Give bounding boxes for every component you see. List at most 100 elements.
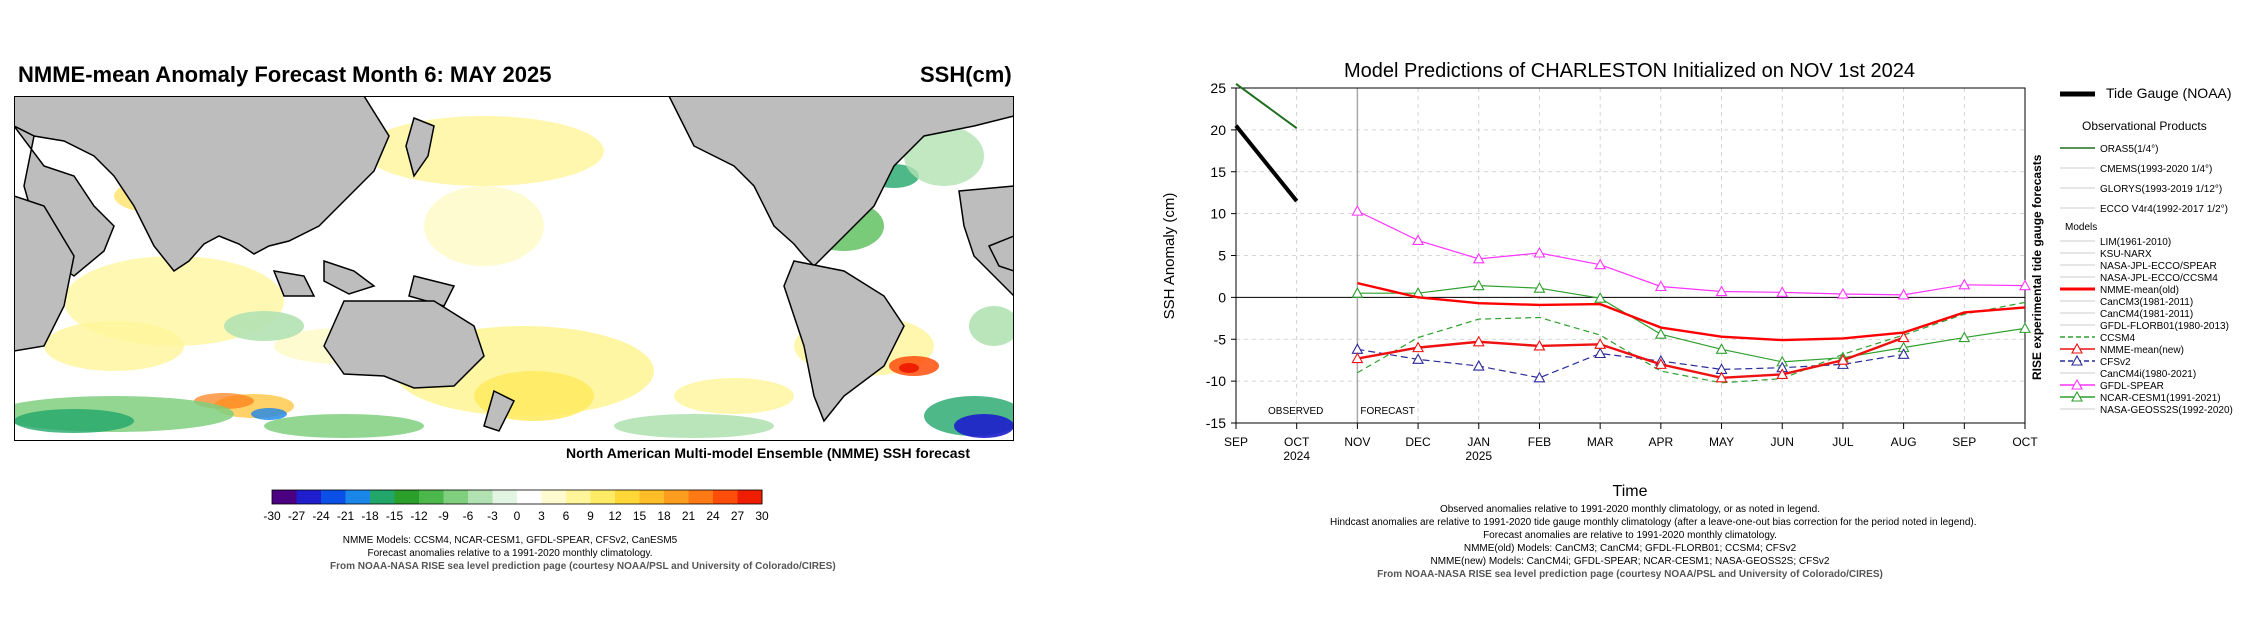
- colorbar-swatch: [296, 490, 322, 504]
- x-year-label: 2025: [1465, 449, 1492, 463]
- colorbar-tick-label: -27: [288, 509, 306, 523]
- series-line: [1357, 210, 2026, 296]
- series-cfsv2: [1351, 343, 1910, 383]
- legend-item: KSU-NARX: [2060, 249, 2152, 260]
- data-point: [1472, 252, 1485, 264]
- x-tick-label: JAN: [1467, 435, 1490, 449]
- data-point: [1594, 292, 1607, 303]
- series-line: [1234, 124, 1299, 203]
- data-point: [1412, 353, 1425, 364]
- chart-footer-line: Observed anomalies relative to 1991-2020…: [1439, 504, 1821, 515]
- colorbar-tick-label: 12: [608, 509, 622, 523]
- legend-label: GFDL-SPEAR: [2100, 381, 2164, 392]
- data-point: [1836, 354, 1849, 365]
- y-tick-label: 5: [1218, 248, 1226, 264]
- data-point: [1472, 279, 1485, 291]
- colorbar-tick-label: 18: [657, 509, 671, 523]
- colorbar-tick-label: 6: [563, 509, 570, 523]
- colorbar-tick-label: 21: [682, 509, 696, 523]
- legend-label: GLORYS(1993-2019 1/12°): [2100, 184, 2222, 195]
- data-point: [1776, 286, 1789, 297]
- map-title: NMME-mean Anomaly Forecast Month 6: MAY …: [18, 62, 552, 87]
- data-point: [1715, 285, 1728, 297]
- legend-marker: [2071, 354, 2083, 366]
- colorbar-tick-label: -6: [463, 509, 474, 523]
- colorbar-tick-label: -21: [337, 509, 355, 523]
- data-point: [1533, 282, 1546, 293]
- legend-item: NCAR-CESM1(1991-2021): [2060, 390, 2221, 404]
- legend-marker: [2071, 378, 2083, 390]
- legend-label: CanCM4i(1980-2021): [2100, 369, 2196, 380]
- colorbar-tick-label: 9: [587, 509, 594, 523]
- data-point: [1533, 339, 1546, 351]
- colorbar-swatch: [345, 490, 371, 504]
- colorbar-tick-label: -30: [263, 509, 281, 523]
- data-point: [1594, 258, 1607, 270]
- x-tick-label: SEP: [1952, 435, 1976, 449]
- x-tick-label: JUL: [1832, 435, 1854, 449]
- x-tick-label: JUN: [1771, 435, 1794, 449]
- chart-title: Model Predictions of CHARLESTON Initiali…: [1344, 60, 1916, 82]
- chart-footer: Observed anomalies relative to 1991-2020…: [1330, 503, 1977, 581]
- chart-series: [1234, 83, 2031, 384]
- colorbar-tick-label: -18: [361, 509, 379, 523]
- ssh-anomaly-map: [14, 96, 1014, 441]
- x-tick-label: MAY: [1709, 435, 1734, 449]
- legend-item: GFDL-FLORB01(1980-2013): [2060, 321, 2229, 332]
- x-year-label: 2024: [1283, 449, 1310, 463]
- data-point: [1836, 287, 1849, 299]
- observed-annotation: OBSERVED: [1268, 406, 1323, 417]
- legend-item: GFDL-SPEAR: [2060, 378, 2164, 392]
- data-point: [1958, 331, 1971, 343]
- y-tick-label: 15: [1210, 164, 1226, 180]
- legend-label: Tide Gauge (NOAA): [2106, 85, 2232, 101]
- data-point: [1897, 331, 1910, 343]
- legend-item: Observational Products: [2082, 119, 2207, 133]
- x-tick-label: APR: [1649, 435, 1674, 449]
- colorbar-swatch: [321, 490, 346, 504]
- colorbar-tick-label: -15: [386, 509, 404, 523]
- colorbar-swatch: [394, 490, 420, 504]
- y-tick-label: -15: [1206, 415, 1226, 431]
- legend-item: CanCM4i(1980-2021): [2060, 369, 2196, 380]
- legend-marker: [2071, 342, 2083, 354]
- legend-label: CanCM3(1981-2011): [2100, 297, 2193, 308]
- y-tick-label: -10: [1206, 373, 1226, 389]
- legend-label: ECCO V4r4(1992-2017 1/2°): [2100, 204, 2228, 215]
- colorbar-tick-label: -24: [312, 509, 330, 523]
- colorbar-tick-label: 24: [706, 509, 720, 523]
- colorbar-tick-label: -12: [410, 509, 428, 523]
- colorbar-tick-label: -3: [487, 509, 498, 523]
- legend-item: CMEMS(1993-2020 1/4°): [2060, 164, 2212, 175]
- colorbar-swatch: [566, 490, 591, 504]
- colorbar-swatch: [419, 490, 444, 504]
- series-line: [1357, 301, 2026, 384]
- x-tick-label: DEC: [1405, 435, 1431, 449]
- colorbar-tick-label: -9: [438, 509, 449, 523]
- chart-footer-line: Forecast anomalies are relative to 1991-…: [1483, 530, 1777, 541]
- legend-label: CCSM4: [2100, 333, 2135, 344]
- x-axis-label: Time: [1613, 483, 1648, 500]
- legend-item: NASA-GEOSS2S(1992-2020): [2060, 405, 2233, 416]
- series-line: [1357, 336, 1905, 379]
- legend-item: CanCM4(1981-2011): [2060, 309, 2193, 320]
- series-nmme-mean-old-: [1357, 281, 2026, 342]
- x-tick-label: AUG: [1891, 435, 1917, 449]
- colorbar-tick-label: 0: [514, 509, 521, 523]
- series-line: [1357, 281, 2026, 342]
- colorbar-tick-label: 3: [538, 509, 545, 523]
- legend-item: LIM(1961-2010): [2060, 237, 2171, 248]
- colorbar-tick-label: 15: [633, 509, 647, 523]
- data-point: [1897, 288, 1910, 300]
- data-point: [1351, 343, 1364, 354]
- data-point: [1654, 328, 1667, 339]
- legend-label: NASA-GEOSS2S(1992-2020): [2100, 405, 2233, 416]
- chart-footer-line: NMME(new) Models: CanCM4i; GFDL-SPEAR; N…: [1430, 556, 1830, 567]
- map-footer-line: Forecast anomalies relative to a 1991-20…: [367, 548, 653, 559]
- map-footer: NMME Models: CCSM4, NCAR-CESM1, GFDL-SPE…: [330, 534, 836, 573]
- data-point: [1472, 335, 1485, 347]
- legend-marker: [2071, 390, 2083, 402]
- data-point: [1594, 338, 1607, 349]
- land-masses: [14, 96, 1014, 432]
